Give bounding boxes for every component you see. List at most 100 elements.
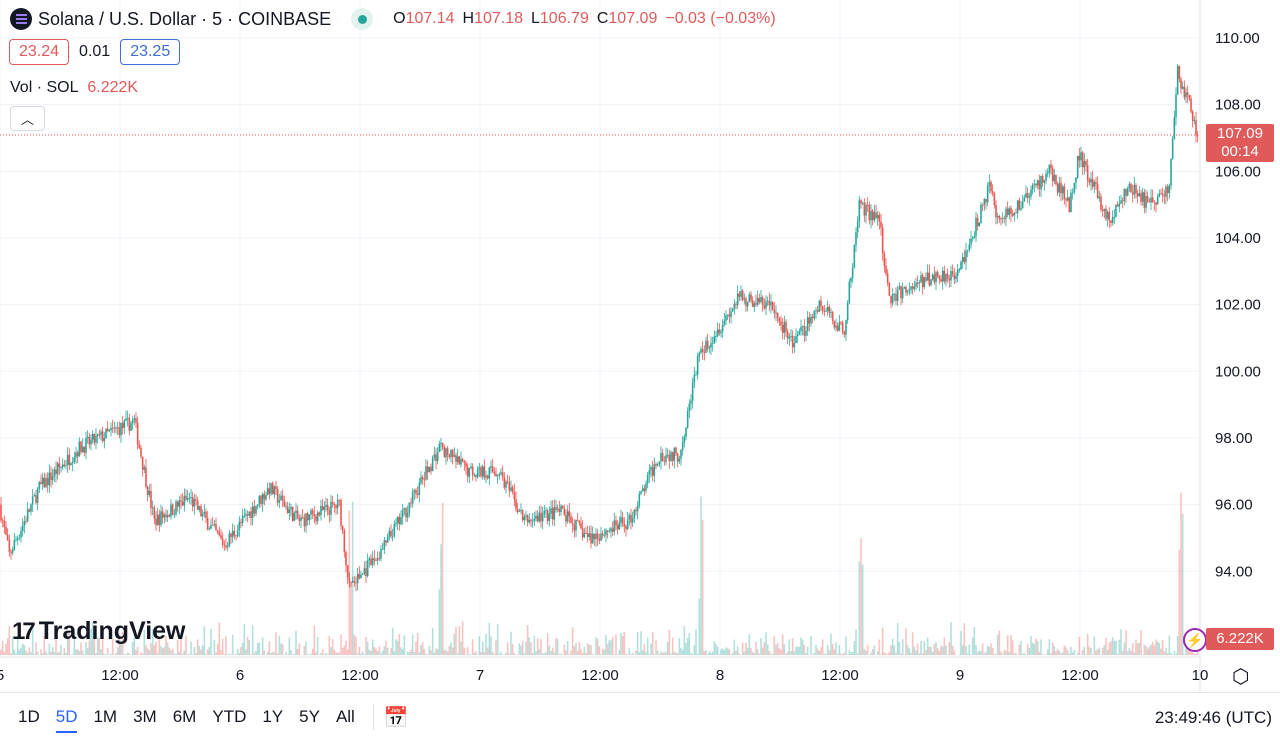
candle-body [676, 453, 679, 462]
tradingview-logo[interactable]: 17 TradingView [12, 617, 186, 646]
volume-bar [750, 647, 752, 655]
volume-bar [738, 653, 741, 655]
candle-body [376, 558, 379, 561]
range-6m[interactable]: 6M [172, 707, 197, 726]
candle-body [138, 444, 141, 448]
volume-bar [421, 642, 424, 655]
candle-body [1100, 196, 1102, 210]
volume-bar [333, 649, 336, 655]
candle-body [888, 282, 891, 296]
volume-bar [136, 646, 139, 655]
candle-body [1025, 193, 1027, 198]
candle-body [763, 305, 766, 309]
candle-body [1050, 164, 1052, 169]
candle-body [963, 257, 966, 263]
candle-body [271, 483, 274, 495]
volume-bar [390, 648, 392, 655]
candle-body [791, 336, 794, 348]
range-all[interactable]: All [335, 707, 355, 726]
range-1m[interactable]: 1M [93, 707, 118, 726]
volume-bar [1166, 653, 1169, 655]
volume-bar [601, 648, 604, 655]
volume-bar [705, 650, 707, 655]
candle-body [351, 580, 354, 583]
range-5y[interactable]: 5Y [299, 707, 320, 726]
candle-body [620, 517, 622, 523]
candle-body [845, 320, 847, 335]
candle-body [108, 430, 111, 432]
candle-body [718, 329, 721, 334]
candle-body [895, 293, 897, 301]
candle-body [110, 427, 112, 431]
volume-bar [495, 640, 497, 655]
calendar-goto-icon[interactable]: 📅 [383, 706, 409, 729]
symbol-title[interactable]: Solana / U.S. Dollar · 5 · COINBASE [38, 8, 332, 29]
clock[interactable]: 23:49:46 (UTC) [1154, 708, 1272, 727]
volume-bar [71, 654, 74, 655]
collapse-legend-button[interactable]: ︿ [10, 106, 45, 131]
volume-bar [811, 654, 814, 655]
last-price-value: 107.09 [1217, 125, 1263, 142]
volume-bar [346, 649, 349, 655]
candle-body [1015, 212, 1017, 214]
candle-body [770, 302, 772, 306]
volume-bar [846, 654, 849, 655]
range-1d[interactable]: 1D [18, 707, 40, 726]
range-3m[interactable]: 3M [133, 707, 157, 726]
volume-bar [791, 638, 794, 655]
volume-bar [551, 647, 554, 655]
volume-bar [148, 650, 151, 655]
volume-bar [306, 654, 309, 655]
candle-body [641, 488, 644, 492]
price-chart[interactable]: 110.00 108.00 106.00 104.00 102.00 100.00 98.0… [0, 0, 1280, 692]
volume-bar [153, 645, 156, 655]
candle-body [1153, 201, 1156, 203]
volume-bar [670, 653, 672, 655]
volume-bar [36, 651, 39, 655]
range-ytd[interactable]: YTD [212, 707, 247, 726]
volume-bar [1101, 647, 1104, 655]
volume-bar [828, 650, 831, 655]
volume-bar [618, 649, 621, 655]
volume-bar [526, 625, 529, 655]
volume-bar [311, 648, 314, 655]
candle-body [1116, 204, 1119, 207]
volume-bar [883, 652, 886, 655]
volume-bar [680, 647, 682, 655]
volume-bar [856, 653, 859, 655]
volume-bar [733, 639, 736, 655]
volume-bar [908, 648, 911, 655]
candle-body [720, 331, 722, 334]
candle-body [801, 326, 804, 328]
lightning-icon[interactable]: ⚡ [1183, 628, 1207, 652]
candle-body [923, 277, 926, 288]
range-1y[interactable]: 1Y [262, 707, 284, 726]
volume-bar [1000, 651, 1002, 655]
candle-body [436, 451, 439, 462]
candle-body [531, 520, 534, 522]
candle-body [746, 301, 749, 307]
volume-bar [770, 653, 772, 655]
market-status-icon[interactable] [351, 8, 374, 30]
candle-body [826, 306, 829, 312]
candle-body [356, 573, 359, 584]
candle-body [481, 466, 484, 477]
sell-button[interactable]: 23.24 [9, 39, 70, 65]
candle-body [656, 464, 659, 466]
candle-body [765, 301, 767, 309]
candle-body [893, 293, 896, 295]
volume-bar [1108, 642, 1111, 655]
settings-icon[interactable]: ⬡ [1232, 666, 1250, 688]
buy-button[interactable]: 23.25 [120, 39, 181, 65]
volume-bar [93, 633, 96, 655]
candle-body [396, 516, 399, 524]
volume-bar [420, 644, 422, 655]
candle-body [690, 400, 692, 404]
range-5d[interactable]: 5D [48, 707, 86, 733]
candle-body [1068, 197, 1071, 213]
volume-bar [921, 653, 924, 655]
candle-body [50, 472, 52, 481]
candle-body [25, 521, 27, 523]
candle-body [545, 510, 547, 512]
candle-body [116, 427, 119, 429]
